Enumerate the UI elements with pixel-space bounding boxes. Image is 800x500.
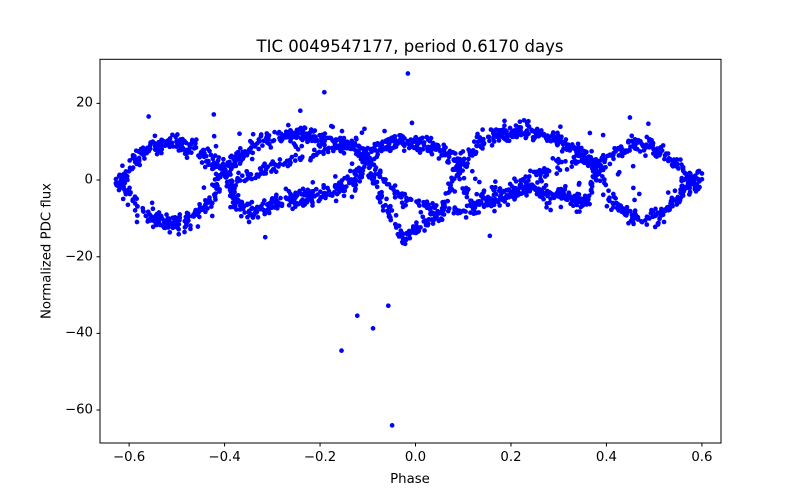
x-axis-label: Phase bbox=[390, 472, 430, 487]
x-tick-label: −0.6 bbox=[112, 450, 146, 465]
y-tick-label: −40 bbox=[64, 325, 93, 341]
chart-title: TIC 0049547177, period 0.6170 days bbox=[256, 37, 564, 56]
x-tick-label: 0.0 bbox=[404, 450, 427, 465]
x-tick-label: −0.4 bbox=[208, 450, 241, 465]
y-tick-label: 20 bbox=[76, 95, 93, 111]
y-tick-label: −20 bbox=[64, 249, 93, 265]
x-tick-label: 0.2 bbox=[500, 450, 522, 465]
x-tick-label: −0.2 bbox=[303, 450, 337, 465]
y-tick-label: −60 bbox=[64, 402, 93, 418]
x-tick-label: 0.4 bbox=[595, 450, 618, 465]
y-axis-label: Normalized PDC flux bbox=[39, 182, 55, 320]
y-tick-label: 0 bbox=[84, 172, 93, 188]
x-tick-label: 0.6 bbox=[691, 450, 713, 465]
